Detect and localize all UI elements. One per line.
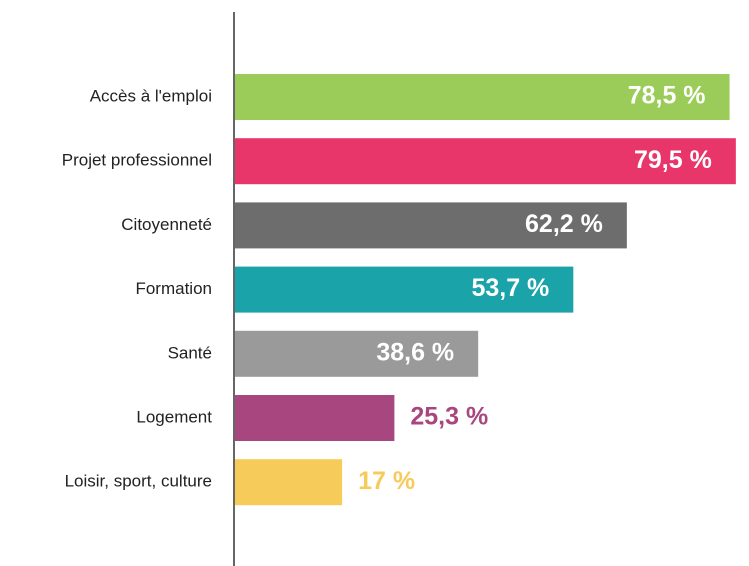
- value-label: 79,5 %: [634, 146, 712, 174]
- value-label: 25,3 %: [410, 403, 488, 431]
- category-label: Accès à l'emploi: [90, 86, 212, 105]
- category-label: Citoyenneté: [121, 215, 212, 234]
- bar: [235, 202, 627, 249]
- value-label: 78,5 %: [628, 82, 706, 110]
- value-label: 53,7 %: [471, 274, 549, 302]
- bar: [235, 74, 730, 120]
- bar: [235, 330, 479, 377]
- bar: [235, 266, 574, 313]
- value-label: 62,2 %: [525, 210, 603, 238]
- category-label: Formation: [135, 279, 212, 298]
- category-label: Santé: [168, 343, 212, 362]
- bar: [235, 138, 736, 185]
- value-label: 38,6 %: [376, 338, 454, 366]
- category-label: Loisir, sport, culture: [65, 472, 212, 491]
- category-label: Projet professionnel: [62, 151, 212, 170]
- bar: [235, 395, 395, 441]
- bar: [235, 459, 343, 506]
- category-label: Logement: [136, 407, 212, 426]
- value-label: 17 %: [358, 467, 415, 495]
